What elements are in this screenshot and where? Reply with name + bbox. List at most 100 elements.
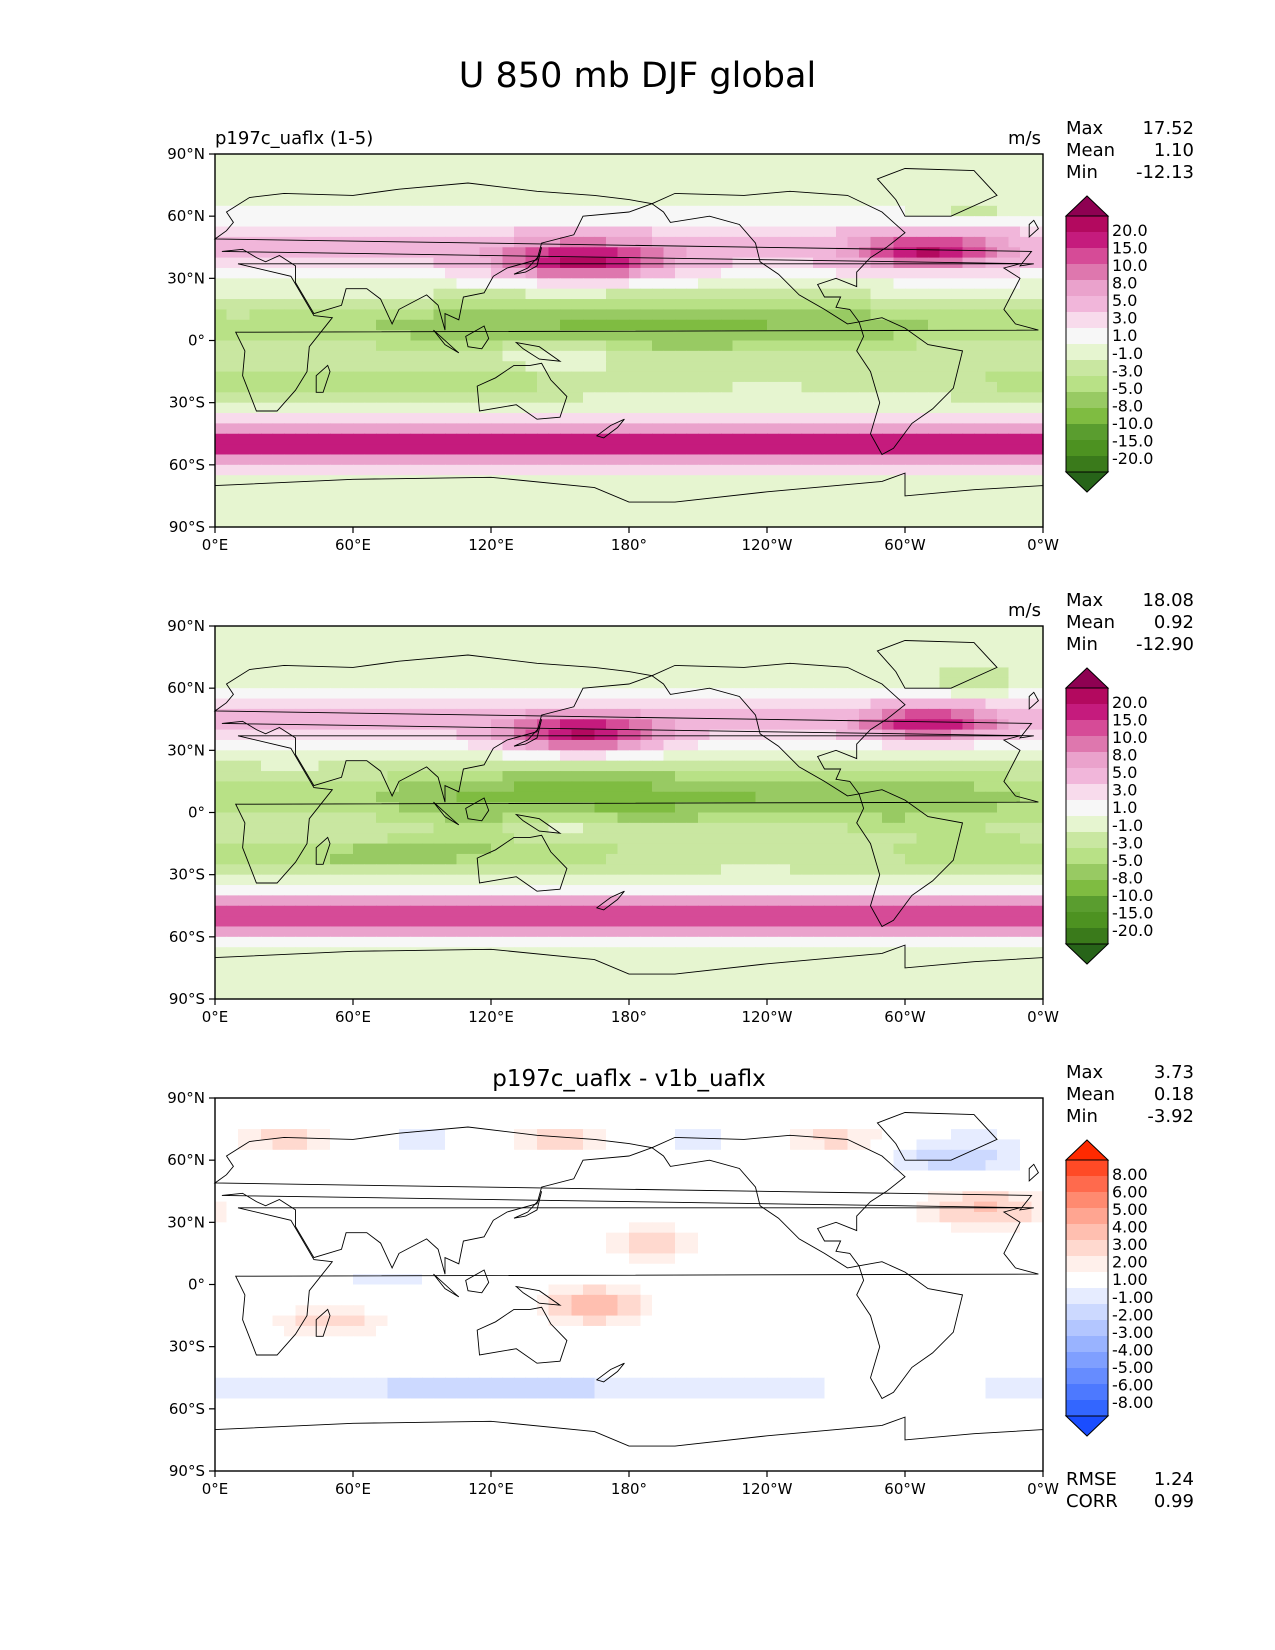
field-cell	[525, 895, 538, 907]
field-cell	[767, 454, 780, 466]
field-cell	[571, 864, 584, 876]
field-cell	[295, 667, 308, 679]
field-cell	[640, 485, 653, 497]
field-cell	[399, 444, 412, 456]
field-cell	[284, 760, 297, 772]
field-cell	[502, 267, 515, 279]
field-cell	[928, 506, 941, 518]
field-cell	[410, 423, 423, 435]
field-cell	[859, 905, 872, 917]
field-cell	[445, 947, 458, 959]
field-cell	[801, 936, 814, 948]
field-cell	[882, 636, 895, 648]
field-cell	[318, 433, 331, 445]
field-cell	[882, 506, 895, 518]
field-cell	[755, 708, 768, 720]
field-cell	[387, 154, 400, 165]
field-cell	[387, 916, 400, 928]
field-cell	[1008, 371, 1021, 383]
field-cell	[491, 247, 504, 259]
field-cell	[813, 444, 826, 456]
field-cell	[583, 739, 596, 751]
field-cell	[261, 299, 274, 311]
field-cell	[974, 646, 987, 658]
field-cell	[272, 688, 285, 700]
field-cell	[985, 895, 998, 907]
field-cell	[640, 646, 653, 658]
field-cell	[571, 802, 584, 814]
field-cell	[249, 916, 262, 928]
field-cell	[226, 257, 239, 269]
field-cell	[226, 636, 239, 648]
field-cell	[974, 516, 987, 528]
field-cell	[640, 812, 653, 824]
field-cell	[215, 739, 228, 751]
field-cell	[226, 936, 239, 948]
field-cell	[847, 288, 860, 300]
field-cell	[1008, 309, 1021, 321]
field-cell	[525, 729, 538, 741]
field-cell	[502, 278, 515, 290]
field-cell	[422, 874, 435, 886]
field-cell	[479, 895, 492, 907]
field-cell	[974, 174, 987, 186]
field-cell	[422, 636, 435, 648]
field-cell	[778, 843, 791, 855]
field-cell	[399, 885, 412, 896]
field-cell	[249, 750, 262, 762]
field-cell	[686, 444, 699, 456]
field-cell	[571, 485, 584, 497]
field-cell	[226, 485, 239, 497]
field-cell	[249, 926, 262, 938]
field-cell	[744, 812, 757, 824]
field-cell	[249, 812, 262, 824]
field-cell	[721, 464, 734, 476]
field-cell	[560, 485, 573, 497]
field-cell	[468, 822, 481, 834]
field-cell	[261, 164, 274, 176]
field-cell	[928, 154, 941, 165]
field-cell	[560, 760, 573, 772]
field-cell	[767, 495, 780, 507]
field-cell	[686, 688, 699, 700]
field-cell	[514, 698, 527, 710]
field-cell	[928, 216, 941, 228]
field-cell	[491, 739, 504, 751]
field-cell	[893, 812, 906, 824]
field-cell	[456, 729, 469, 741]
field-cell	[468, 164, 481, 176]
field-cell	[341, 381, 354, 393]
field-cell	[479, 309, 492, 321]
field-cell	[767, 833, 780, 845]
field-cell	[732, 371, 745, 383]
field-cell	[617, 895, 630, 907]
field-cell	[824, 381, 837, 393]
field-cell	[502, 216, 515, 228]
field-cell	[238, 936, 251, 948]
field-cell	[456, 760, 469, 772]
field-cell	[1020, 340, 1033, 352]
field-cell	[364, 495, 377, 507]
field-cell	[364, 454, 377, 466]
field-cell	[491, 729, 504, 741]
field-cell	[307, 750, 320, 762]
field-cell	[790, 423, 803, 435]
field-cell	[284, 812, 297, 824]
field-cell	[456, 895, 469, 907]
field-cell	[318, 216, 331, 228]
field-cell	[813, 475, 826, 487]
field-cell	[928, 802, 941, 814]
field-cell	[376, 947, 389, 959]
field-cell	[686, 247, 699, 259]
field-cell	[928, 750, 941, 762]
field-cell	[364, 381, 377, 393]
field-cell	[916, 247, 929, 259]
field-cell	[916, 278, 929, 290]
field-cell	[698, 444, 711, 456]
field-cell	[813, 381, 826, 393]
field-cell	[1031, 247, 1044, 259]
field-cell	[778, 874, 791, 886]
field-cell	[778, 688, 791, 700]
field-cell	[755, 760, 768, 772]
field-cell	[962, 464, 975, 476]
